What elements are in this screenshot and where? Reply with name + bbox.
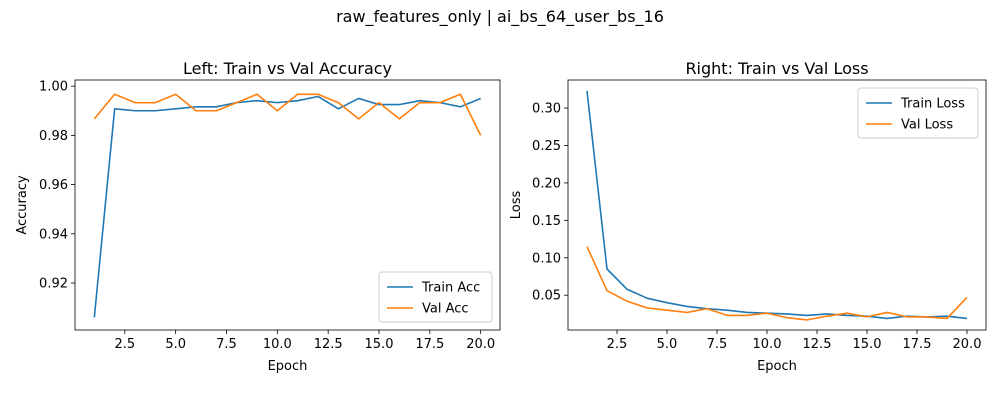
loss-legend-box: [857, 87, 979, 139]
loss-x-tick-label: 15.0: [853, 337, 882, 352]
accuracy-axes-frame: [74, 79, 501, 331]
accuracy-x-tick-label: 10.0: [263, 337, 292, 352]
train-acc-legend-label: Train Acc: [421, 281, 480, 296]
loss-x-tick-label: 12.5: [803, 337, 832, 352]
loss-y-tick-label: 0.30: [532, 102, 561, 117]
loss-x-tick-label: 20.0: [953, 337, 982, 352]
accuracy-legend: Train Acc Val Acc: [378, 271, 493, 323]
train-loss-legend-label: Train Loss: [900, 97, 965, 112]
loss-chart-panel: Right: Train vs Val Loss 2.5 5.0 7.5 10.0 12.…: [509, 59, 987, 374]
loss-x-tick-label: 7.5: [707, 337, 728, 352]
accuracy-x-tick-label: 15.0: [365, 337, 394, 352]
accuracy-y-tick-label: 0.94: [39, 227, 68, 242]
loss-x-tick-label: 5.0: [657, 337, 678, 352]
accuracy-x-axis-label: Epoch: [268, 359, 308, 374]
accuracy-x-tick-label: 5.0: [165, 337, 186, 352]
loss-axes-frame: [567, 79, 987, 331]
accuracy-x-tick-label: 17.5: [415, 337, 444, 352]
accuracy-x-tick-label: 12.5: [314, 337, 343, 352]
loss-y-tick-label: 0.05: [532, 289, 561, 304]
accuracy-chart-title: Left: Train vs Val Accuracy: [183, 59, 392, 78]
loss-legend: Train Loss Val Loss: [857, 87, 979, 139]
accuracy-y-tick-label: 0.96: [39, 178, 68, 193]
loss-y-tick-label: 0.25: [532, 139, 561, 154]
loss-x-tick-label: 2.5: [607, 337, 628, 352]
accuracy-chart-panel: Left: Train vs Val Accuracy 2.5 5.0 7.5 10.0…: [15, 59, 501, 374]
val-acc-series-line: [93, 93, 482, 136]
loss-x-tick-label: 10.0: [753, 337, 782, 352]
loss-y-tick-label: 0.10: [532, 251, 561, 266]
accuracy-y-tick-label: 0.92: [39, 277, 68, 292]
accuracy-y-tick-label: 0.98: [39, 129, 68, 144]
loss-x-axis-label: Epoch: [757, 359, 797, 374]
accuracy-legend-box: [378, 271, 493, 323]
accuracy-x-tick-label: 20.0: [466, 337, 495, 352]
val-acc-legend-label: Val Acc: [422, 302, 469, 317]
loss-y-tick-label: 0.20: [532, 176, 561, 191]
val-loss-legend-label: Val Loss: [901, 118, 953, 133]
accuracy-x-tick-label: 2.5: [114, 337, 135, 352]
figure-suptitle: raw_features_only | ai_bs_64_user_bs_16: [336, 7, 664, 27]
accuracy-y-axis-label: Accuracy: [15, 175, 30, 235]
accuracy-x-tick-label: 7.5: [216, 337, 237, 352]
accuracy-y-tick-label: 1.00: [39, 80, 68, 95]
loss-y-axis-label: Loss: [509, 191, 524, 220]
loss-x-tick-label: 17.5: [903, 337, 932, 352]
loss-chart-title: Right: Train vs Val Loss: [685, 59, 868, 78]
val-loss-series-line: [586, 246, 968, 321]
loss-y-tick-label: 0.15: [532, 214, 561, 229]
